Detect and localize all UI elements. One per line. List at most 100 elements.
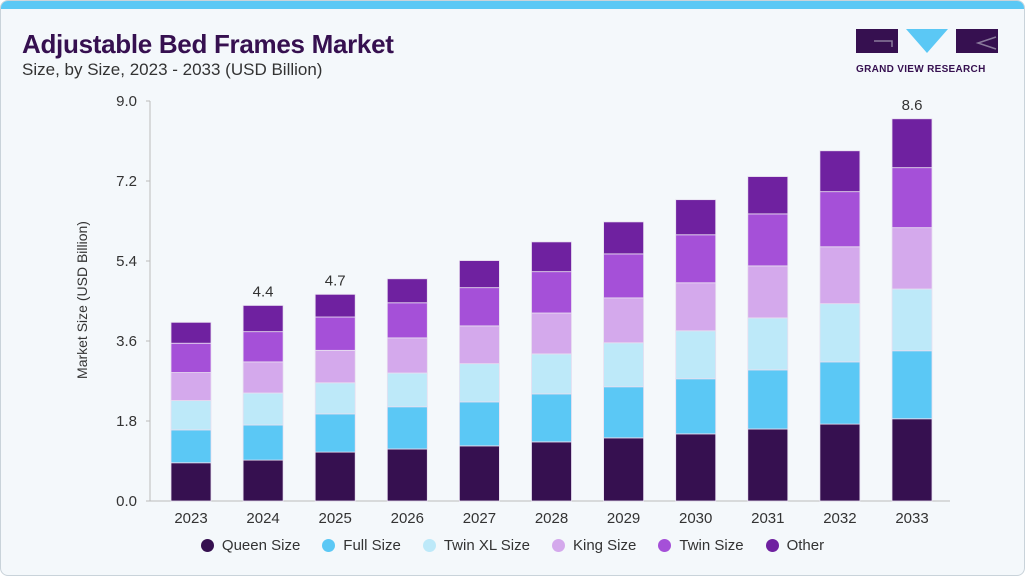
bar-segment-king-size xyxy=(458,325,500,365)
bar-segment-twin-size xyxy=(314,316,356,351)
bar-segment-king-size xyxy=(675,282,717,332)
x-tick-label: 2023 xyxy=(174,510,207,527)
bar-segment-twin-size xyxy=(386,302,428,339)
bar-segment-full-size xyxy=(891,350,933,420)
y-tick-label: 9.0 xyxy=(116,93,137,110)
bar-segment-other xyxy=(675,199,717,236)
legend-marker-icon xyxy=(322,539,336,552)
bar-segment-queen-size xyxy=(314,451,356,502)
legend-marker-icon xyxy=(422,539,436,552)
legend-label: Full Size xyxy=(343,537,401,554)
bar-segment-other xyxy=(170,321,212,344)
x-tick-label: 2028 xyxy=(535,510,568,527)
bar-segment-twin-size xyxy=(891,167,933,229)
legend-item: Other xyxy=(765,537,825,554)
bar-segment-king-size xyxy=(314,349,356,384)
bar-segment-queen-size xyxy=(603,437,644,502)
x-tick-label: 2030 xyxy=(679,510,712,527)
bar-segment-other xyxy=(819,150,861,193)
bar-segment-twin-size xyxy=(747,213,789,267)
x-tick-label: 2033 xyxy=(895,510,928,527)
bar-segment-full-size xyxy=(170,429,212,464)
y-tick-label: 7.2 xyxy=(116,173,137,190)
bar-total-label: 4.4 xyxy=(253,283,274,300)
bar-segment-other xyxy=(531,241,572,273)
bar-segment-queen-size xyxy=(819,423,861,502)
legend-item: Twin XL Size xyxy=(422,537,530,554)
y-tick-label: 0.0 xyxy=(116,493,137,510)
gvr-logo-icon xyxy=(856,29,998,53)
bar-segment-other xyxy=(747,176,789,215)
y-tick-label: 3.6 xyxy=(116,333,137,350)
bar-segment-queen-size xyxy=(531,441,572,502)
x-tick-label: 2032 xyxy=(823,510,856,527)
legend-marker-icon xyxy=(658,539,672,552)
bar-segment-twin-size xyxy=(819,191,861,248)
legend-label: Twin XL Size xyxy=(443,537,530,554)
legend-label: Twin Size xyxy=(679,537,744,554)
bar-segment-twin-xl-size xyxy=(170,400,212,431)
bar-segment-other xyxy=(891,118,933,169)
bar-segment-full-size xyxy=(314,413,356,453)
bar-segment-twin-size xyxy=(170,342,212,373)
legend-item: King Size xyxy=(551,537,636,554)
accent-bar xyxy=(1,1,1024,9)
bar-segment-full-size xyxy=(603,386,644,439)
legend-item: Full Size xyxy=(322,537,401,554)
bar-segment-full-size xyxy=(819,361,861,425)
bar-total-label: 4.7 xyxy=(325,272,346,289)
bar-segment-queen-size xyxy=(170,462,212,502)
legend-item: Twin Size xyxy=(658,537,744,554)
bar-segment-full-size xyxy=(531,393,572,443)
bar-segment-king-size xyxy=(242,361,284,394)
bar-segment-twin-xl-size xyxy=(386,372,428,408)
bar-segment-twin-size xyxy=(675,234,717,284)
legend-marker-icon xyxy=(551,539,565,552)
bar-segment-queen-size xyxy=(675,433,717,502)
bar-segment-king-size xyxy=(170,372,212,401)
bar-segment-other xyxy=(386,278,428,304)
bar-segment-queen-size xyxy=(386,448,428,502)
logo-text: GRAND VIEW RESEARCH xyxy=(856,64,986,75)
bar-segment-twin-xl-size xyxy=(603,342,644,388)
bar-segment-twin-size xyxy=(458,287,500,327)
bar-segment-king-size xyxy=(386,337,428,374)
x-tick-label: 2029 xyxy=(607,510,640,527)
x-tick-label: 2027 xyxy=(463,510,496,527)
bar-segment-other xyxy=(242,305,284,333)
bar-segment-twin-xl-size xyxy=(891,288,933,352)
y-tick-label: 1.8 xyxy=(116,413,137,430)
y-axis-title: Market Size (USD Billion) xyxy=(74,221,90,379)
legend-marker-icon xyxy=(765,539,779,552)
bar-segment-other xyxy=(603,221,644,255)
bar-segment-full-size xyxy=(386,406,428,450)
x-tick-label: 2024 xyxy=(246,510,279,527)
bar-segment-full-size xyxy=(675,378,717,435)
chart-subtitle: Size, by Size, 2023 - 2033 (USD Billion) xyxy=(22,60,323,79)
bar-segment-full-size xyxy=(242,424,284,461)
legend-item: Queen Size xyxy=(200,537,300,554)
bar-segment-twin-size xyxy=(603,253,644,299)
bar-segment-twin-xl-size xyxy=(314,382,356,415)
bar-segment-twin-xl-size xyxy=(531,353,572,395)
bar-segment-twin-xl-size xyxy=(458,363,500,403)
chart-title: Adjustable Bed Frames Market xyxy=(22,29,394,59)
bar-segment-other xyxy=(458,260,500,289)
bar-segment-king-size xyxy=(891,227,933,290)
bar-segment-twin-size xyxy=(242,331,284,363)
legend: Queen Size Full Size Twin XL Size King Size… xyxy=(0,537,1025,554)
x-tick-label: 2025 xyxy=(319,510,352,527)
legend-marker-icon xyxy=(200,539,214,552)
bar-segment-twin-xl-size xyxy=(747,317,789,371)
bar-segment-other xyxy=(314,293,356,318)
bar-segment-twin-xl-size xyxy=(675,330,717,380)
bar-segment-king-size xyxy=(747,265,789,319)
bar-segment-full-size xyxy=(747,369,789,430)
bar-segment-twin-xl-size xyxy=(242,392,284,426)
bar-segment-full-size xyxy=(458,401,500,447)
x-tick-label: 2031 xyxy=(751,510,784,527)
legend-label: Other xyxy=(786,537,825,554)
bar-segment-twin-size xyxy=(531,271,572,314)
bar-segment-queen-size xyxy=(891,418,933,502)
